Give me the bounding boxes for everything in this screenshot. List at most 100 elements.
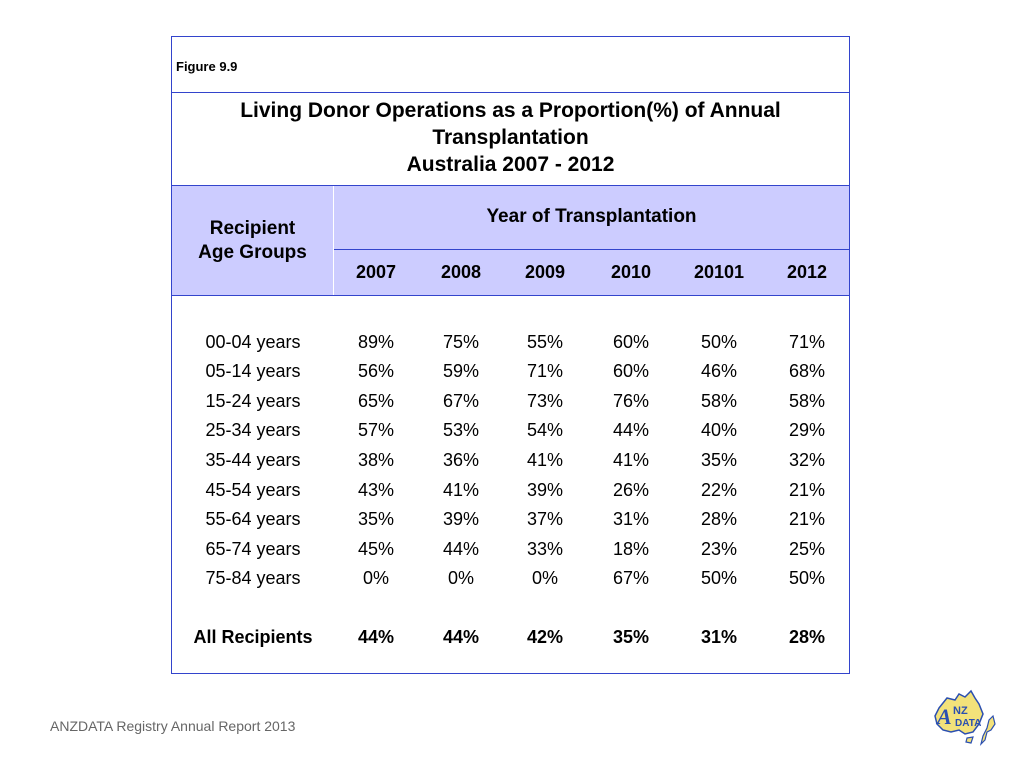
svg-text:A: A <box>935 704 952 729</box>
table-cell: 76% <box>612 390 650 411</box>
table-cell: 0% <box>531 568 559 589</box>
table-cell: 33% <box>526 538 564 559</box>
footer-text: ANZDATA Registry Annual Report 2013 <box>50 718 296 734</box>
row-label: 35-44 years <box>205 449 301 470</box>
row-label: 05-14 years <box>205 361 301 382</box>
divider <box>172 92 849 93</box>
table-cell: 42% <box>526 626 564 647</box>
table-cell: 39% <box>442 509 480 530</box>
table-cell: 25% <box>788 538 826 559</box>
svg-text:DATA: DATA <box>955 718 981 729</box>
table-row: 65-74 years 45% 44% 33% 18% 23% 25% <box>172 534 849 564</box>
table-cell: 0% <box>447 568 475 589</box>
table-cell: 43% <box>357 479 395 500</box>
year-header-cell: 20101 <box>693 261 745 282</box>
table-cell: 75% <box>442 331 480 352</box>
table-cell: 58% <box>700 390 738 411</box>
year-header-cell: 2009 <box>524 261 566 282</box>
table-cell: 37% <box>526 509 564 530</box>
table-row: 15-24 years 65% 67% 73% 76% 58% 58% <box>172 386 849 416</box>
table-cell: 44% <box>357 626 395 647</box>
table-cell: 28% <box>788 626 826 647</box>
year-header-cell: 2012 <box>786 261 828 282</box>
table-cell: 55% <box>526 331 564 352</box>
table-cell: 53% <box>442 420 480 441</box>
table-cell: 68% <box>788 361 826 382</box>
table-cell: 40% <box>700 420 738 441</box>
table-cell: 58% <box>788 390 826 411</box>
table-cell: 28% <box>700 509 738 530</box>
table-cell: 44% <box>442 626 480 647</box>
table-cell: 32% <box>788 449 826 470</box>
row-label: 65-74 years <box>205 538 301 559</box>
table-cell: 71% <box>526 361 564 382</box>
table-cell: 35% <box>700 449 738 470</box>
title-line: Australia 2007 - 2012 <box>406 153 615 176</box>
table-cell: 31% <box>612 509 650 530</box>
table-row: 35-44 years 38% 36% 41% 41% 35% 32% <box>172 445 849 475</box>
header-divider <box>334 249 849 250</box>
year-group-header: Year of Transplantation <box>486 206 697 227</box>
table-cell: 22% <box>700 479 738 500</box>
table-cell: 31% <box>700 626 738 647</box>
row-label: 75-84 years <box>205 568 301 589</box>
table-cell: 21% <box>788 479 826 500</box>
figure-table: Figure 9.9 Living Donor Operations as a … <box>171 36 850 674</box>
table-cell: 65% <box>357 390 395 411</box>
table-cell: 23% <box>700 538 738 559</box>
table-cell: 41% <box>612 449 650 470</box>
table-cell: 21% <box>788 509 826 530</box>
table-cell: 41% <box>442 479 480 500</box>
table-cell: 57% <box>357 420 395 441</box>
year-header-cell: 2010 <box>610 261 652 282</box>
row-label: 00-04 years <box>205 331 301 352</box>
table-row: 55-64 years 35% 39% 37% 31% 28% 21% <box>172 505 849 535</box>
table-cell: 73% <box>526 390 564 411</box>
year-header-cell: 2008 <box>440 261 482 282</box>
table-cell: 35% <box>357 509 395 530</box>
table-cell: 71% <box>788 331 826 352</box>
header-divider <box>333 186 334 295</box>
table-cell: 50% <box>700 568 738 589</box>
table-header: Recipient Age Groups Year of Transplanta… <box>172 185 849 296</box>
table-cell: 50% <box>700 331 738 352</box>
table-cell: 36% <box>442 449 480 470</box>
table-cell: 50% <box>788 568 826 589</box>
row-label: 45-54 years <box>205 479 301 500</box>
table-cell: 60% <box>612 361 650 382</box>
table-cell: 29% <box>788 420 826 441</box>
header-line: Age Groups <box>198 241 307 263</box>
title-line: Living Donor Operations as a Proportion(… <box>240 99 781 122</box>
table-row: 45-54 years 43% 41% 39% 26% 22% 21% <box>172 475 849 505</box>
header-line: Recipient <box>209 217 296 239</box>
table-cell: 46% <box>700 361 738 382</box>
table-row: 25-34 years 57% 53% 54% 44% 40% 29% <box>172 416 849 446</box>
row-label: 15-24 years <box>205 390 301 411</box>
row-label: All Recipients <box>193 626 313 647</box>
table-cell: 44% <box>442 538 480 559</box>
table-cell: 45% <box>357 538 395 559</box>
year-header-row: 2007 2008 2009 2010 20101 2012 <box>334 250 849 295</box>
row-label: 55-64 years <box>205 509 301 530</box>
table-cell: 54% <box>526 420 564 441</box>
table-cell: 26% <box>612 479 650 500</box>
table-cell: 67% <box>612 568 650 589</box>
anzdata-logo: A NZ DATA <box>934 689 996 746</box>
table-title: Living Donor Operations as a Proportion(… <box>172 97 849 178</box>
total-row: All Recipients 44% 44% 42% 35% 31% 28% <box>172 622 849 652</box>
title-line: Transplantation <box>432 126 589 149</box>
table-cell: 18% <box>612 538 650 559</box>
table-cell: 35% <box>612 626 650 647</box>
table-row: 05-14 years 56% 59% 71% 60% 46% 68% <box>172 357 849 387</box>
table-cell: 44% <box>612 420 650 441</box>
table-cell: 59% <box>442 361 480 382</box>
year-header-cell: 2007 <box>355 261 397 282</box>
table-row: 00-04 years 89% 75% 55% 60% 50% 71% <box>172 327 849 357</box>
table-row: 75-84 years 0% 0% 0% 67% 50% 50% <box>172 564 849 594</box>
row-label-header: Recipient Age Groups <box>172 186 333 295</box>
row-label: 25-34 years <box>205 420 301 441</box>
table-cell: 41% <box>526 449 564 470</box>
table-cell: 89% <box>357 331 395 352</box>
table-cell: 67% <box>442 390 480 411</box>
table-cell: 60% <box>612 331 650 352</box>
